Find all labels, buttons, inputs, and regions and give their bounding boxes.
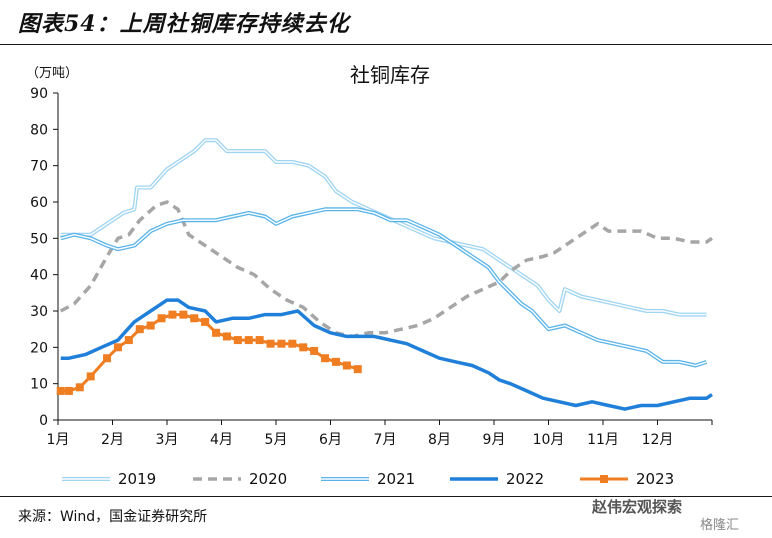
figure-title: 图表54：上周社铜库存持续去化 [18, 11, 350, 37]
y-tick-label: 20 [30, 340, 48, 356]
y-tick-label: 60 [30, 195, 48, 211]
y-tick-label: 40 [30, 268, 48, 284]
legend-item-2020: 2020 [193, 470, 287, 488]
x-tick-label: 5月 [265, 432, 288, 448]
y-tick-label: 90 [30, 86, 48, 102]
plot-area [56, 138, 713, 411]
series-2023-point [190, 314, 199, 323]
series-2023-point [113, 343, 122, 352]
series-2023-point [321, 354, 330, 363]
legend-item-2019: 2019 [62, 470, 156, 488]
watermark: 赵伟宏观探索 [592, 498, 683, 516]
y-tick-label: 50 [30, 231, 48, 247]
legend-item-2023: 2023 [580, 470, 674, 488]
series-2023-point [299, 343, 308, 352]
top-rule [0, 44, 772, 45]
x-tick-label: 7月 [374, 432, 397, 448]
x-tick-label: 8月 [428, 432, 451, 448]
series-2022-line [60, 298, 713, 411]
legend-label: 2019 [118, 470, 156, 488]
series-2021-line-core [60, 208, 707, 367]
legend-item-2021: 2021 [321, 470, 415, 488]
y-tick-label: 10 [30, 377, 48, 393]
series-2020-line [59, 200, 713, 339]
series-2023-point [233, 336, 242, 345]
x-tick-label: 12月 [642, 432, 674, 448]
x-tick-label: 2月 [101, 432, 124, 448]
series-2023-point [86, 372, 95, 381]
legend: 2019 2020 2021 2022 2023 [62, 470, 674, 488]
series-2023-point [212, 328, 221, 337]
x-tick-label: 11月 [587, 432, 619, 448]
series-2023-point [342, 361, 351, 370]
y-tick-label: 0 [39, 413, 48, 429]
series-2023-point [103, 354, 112, 363]
bottom-rule [0, 496, 772, 497]
watermark-secondary: 格隆汇 [700, 518, 740, 533]
source-note: 来源：Wind，国金证券研究所 [18, 509, 208, 525]
series-2023-point [168, 310, 177, 319]
series-2023-point [179, 310, 188, 319]
series-2023-point [157, 314, 166, 323]
series-2023-point [124, 336, 133, 345]
y-unit-label: （万吨） [26, 66, 79, 81]
series-2023-point [288, 339, 297, 348]
x-tick-label: 1月 [47, 432, 70, 448]
series-2023-point [244, 336, 253, 345]
series-2023-point [135, 325, 144, 334]
y-tick-label: 70 [30, 159, 48, 175]
series-2023-point [331, 357, 340, 366]
series-2023-point [64, 386, 73, 395]
series-2023-point [353, 365, 362, 374]
series-2023-point [201, 317, 210, 326]
x-tick-label: 6月 [319, 432, 342, 448]
series-2020 [59, 200, 713, 339]
series-2023-line [60, 313, 359, 393]
series-2023-point [277, 339, 286, 348]
legend-label: 2021 [377, 470, 415, 488]
x-tick-label: 4月 [210, 432, 233, 448]
legend-label: 2022 [506, 470, 544, 488]
y-tick-label: 80 [30, 122, 48, 138]
chart-title: 社铜库存 [350, 63, 430, 87]
x-tick-label: 3月 [156, 432, 179, 448]
legend-label: 2023 [636, 470, 674, 488]
series-2021 [60, 207, 708, 368]
series-2023-point [56, 386, 65, 395]
series-2023-point [310, 346, 319, 355]
axes: 0 10 20 30 40 50 60 70 80 90 1月 2月 3月 4月 5月 6月 7月 8月 9月 10月… [30, 86, 713, 448]
x-tick-label: 9月 [483, 432, 506, 448]
legend-label: 2020 [249, 470, 287, 488]
series-2023-point [75, 383, 84, 392]
series-2023 [56, 310, 362, 395]
legend-marker-2023 [600, 475, 608, 483]
series-2023-point [146, 321, 155, 330]
series-2022 [60, 298, 713, 411]
y-tick-label: 30 [30, 304, 48, 320]
legend-item-2022: 2022 [450, 470, 544, 488]
x-tick-label: 10月 [533, 432, 565, 448]
series-2023-point [222, 332, 231, 341]
series-2023-point [255, 336, 264, 345]
series-2023-point [266, 339, 275, 348]
